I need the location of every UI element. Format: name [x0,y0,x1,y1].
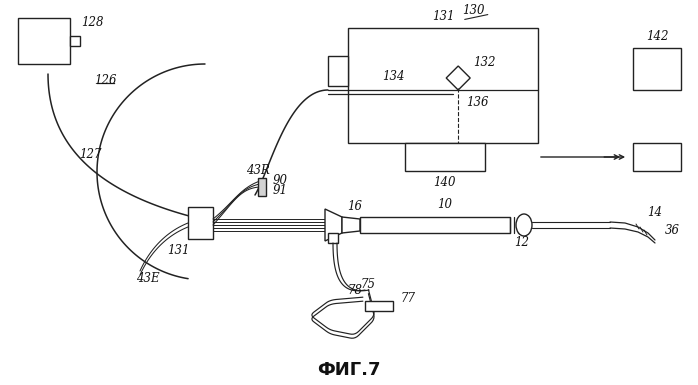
Text: 127: 127 [79,149,101,161]
Text: 78: 78 [348,283,362,296]
Bar [348,28,538,143]
Bar [405,143,485,171]
Polygon shape [446,66,470,90]
Text: 142: 142 [646,30,668,42]
Text: 90: 90 [272,174,288,186]
Bar [633,48,681,90]
Text: 12: 12 [514,236,530,249]
Text: 136: 136 [466,97,489,109]
Text: 131: 131 [432,10,454,22]
Text: 77: 77 [401,291,415,305]
Bar [258,178,266,196]
Bar [328,56,348,86]
Text: 10: 10 [438,199,452,211]
Text: 126: 126 [94,74,117,87]
Text: 132: 132 [473,57,496,70]
Text: 36: 36 [664,224,679,236]
Bar [188,207,213,239]
Polygon shape [342,217,360,233]
Text: 130: 130 [462,3,484,17]
Text: 91: 91 [272,184,288,196]
Bar [633,143,681,171]
Bar [365,301,393,311]
Bar [360,217,510,233]
Text: 140: 140 [433,176,456,189]
Bar [18,18,70,64]
Text: 14: 14 [648,206,662,219]
Polygon shape [325,209,342,241]
Text: 43R: 43R [246,164,270,176]
Ellipse shape [516,214,532,236]
Bar [70,36,80,46]
Text: 75: 75 [360,278,376,291]
Text: 16: 16 [348,201,362,214]
Text: 134: 134 [382,70,404,82]
Text: 43E: 43E [136,271,160,285]
Text: 131: 131 [167,244,189,258]
Text: 128: 128 [81,17,103,30]
Bar [328,233,338,243]
Text: ФИГ.7: ФИГ.7 [318,361,380,379]
